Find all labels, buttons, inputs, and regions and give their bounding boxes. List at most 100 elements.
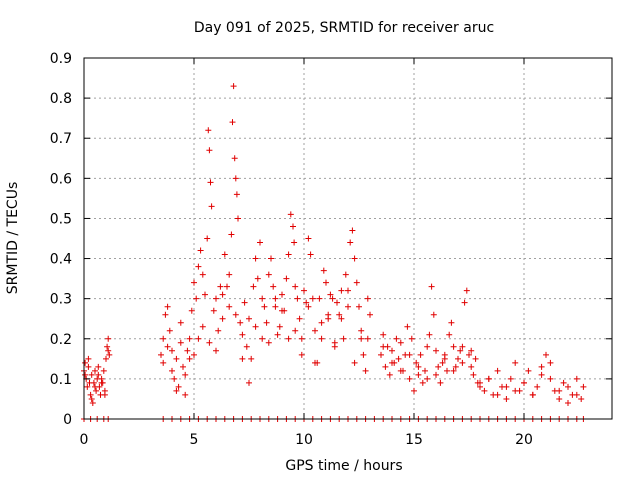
data-point bbox=[378, 351, 384, 358]
data-point bbox=[169, 367, 175, 374]
x-axis-label: GPS time / hours bbox=[285, 458, 402, 474]
data-point bbox=[193, 295, 200, 302]
data-point bbox=[457, 347, 464, 354]
data-point bbox=[468, 347, 475, 354]
data-point bbox=[257, 239, 263, 246]
data-point bbox=[461, 299, 468, 306]
data-point bbox=[162, 311, 169, 318]
data-point bbox=[303, 299, 310, 306]
data-point bbox=[204, 235, 211, 242]
data-point bbox=[229, 119, 236, 126]
data-point bbox=[404, 323, 411, 330]
y-tick-labels: 0 0.1 0.2 0.3 0.4 0.5 0.6 0.7 0.8 0.9 bbox=[50, 51, 72, 428]
data-point bbox=[160, 335, 167, 342]
data-point bbox=[521, 379, 527, 386]
data-point bbox=[182, 391, 189, 398]
data-point bbox=[301, 287, 307, 294]
data-point bbox=[415, 371, 422, 378]
data-point bbox=[417, 351, 424, 358]
data-point bbox=[296, 315, 303, 322]
data-point bbox=[347, 239, 354, 246]
data-point bbox=[327, 291, 334, 298]
data-point bbox=[268, 255, 274, 262]
x-tick-label: 10 bbox=[295, 432, 313, 448]
data-point bbox=[291, 239, 298, 246]
data-point bbox=[534, 383, 541, 390]
data-point bbox=[274, 331, 281, 338]
data-point bbox=[213, 295, 219, 302]
data-point bbox=[573, 391, 580, 398]
data-points bbox=[81, 83, 587, 422]
data-point bbox=[199, 271, 206, 278]
data-point bbox=[263, 319, 270, 326]
data-point bbox=[345, 287, 351, 294]
data-point bbox=[169, 347, 175, 354]
data-point bbox=[246, 315, 252, 322]
data-point bbox=[512, 387, 519, 394]
data-point bbox=[334, 299, 340, 306]
data-point bbox=[507, 375, 514, 382]
data-point bbox=[231, 155, 238, 162]
data-point bbox=[437, 379, 444, 386]
data-point bbox=[188, 307, 195, 314]
data-point bbox=[338, 315, 345, 322]
data-point bbox=[340, 335, 347, 342]
data-point bbox=[207, 179, 214, 186]
data-point bbox=[88, 371, 95, 378]
data-point bbox=[342, 271, 349, 278]
data-point bbox=[543, 351, 549, 358]
data-point bbox=[358, 335, 365, 342]
data-point bbox=[254, 275, 261, 282]
data-point bbox=[331, 343, 338, 350]
chart-title: Day 091 of 2025, SRMTID for receiver aru… bbox=[194, 20, 494, 36]
data-point bbox=[177, 339, 184, 346]
data-point bbox=[503, 383, 510, 390]
data-point bbox=[448, 319, 455, 326]
data-point bbox=[318, 335, 325, 342]
data-point bbox=[426, 331, 433, 338]
data-point bbox=[259, 335, 266, 342]
data-point bbox=[351, 255, 358, 262]
y-tick-label: 0 bbox=[63, 412, 72, 428]
data-point bbox=[219, 315, 226, 322]
y-tick-label: 0.7 bbox=[50, 131, 72, 147]
x-tick-label: 15 bbox=[405, 432, 423, 448]
data-point bbox=[285, 251, 292, 258]
data-point bbox=[92, 367, 98, 374]
data-point bbox=[272, 303, 279, 310]
data-point bbox=[459, 359, 466, 366]
plot-frame bbox=[83, 57, 613, 420]
data-point bbox=[205, 127, 212, 134]
data-point bbox=[485, 375, 492, 382]
data-point bbox=[265, 339, 272, 346]
data-point bbox=[261, 303, 268, 310]
data-point bbox=[182, 371, 189, 378]
data-point bbox=[252, 255, 259, 262]
data-point bbox=[105, 347, 112, 354]
data-point bbox=[173, 355, 180, 362]
data-point bbox=[547, 359, 554, 366]
y-tick-label: 0.8 bbox=[50, 91, 72, 107]
data-point bbox=[481, 387, 488, 394]
data-point bbox=[320, 267, 327, 274]
data-point bbox=[224, 283, 230, 290]
data-point bbox=[356, 303, 362, 310]
data-point bbox=[226, 271, 233, 278]
data-point bbox=[221, 251, 228, 258]
data-point bbox=[235, 215, 241, 222]
data-point bbox=[191, 351, 197, 358]
data-point bbox=[472, 355, 479, 362]
data-point bbox=[307, 251, 314, 258]
data-point bbox=[95, 363, 102, 370]
data-point bbox=[312, 359, 318, 366]
data-point bbox=[397, 339, 404, 346]
data-point bbox=[312, 327, 318, 334]
data-point bbox=[358, 327, 365, 334]
data-point bbox=[232, 311, 239, 318]
x-tick-label: 20 bbox=[515, 432, 533, 448]
y-tick-label: 0.3 bbox=[50, 292, 72, 308]
data-point bbox=[294, 295, 301, 302]
data-point bbox=[184, 347, 191, 354]
y-tick-label: 0.6 bbox=[50, 171, 72, 187]
data-point bbox=[93, 387, 100, 394]
